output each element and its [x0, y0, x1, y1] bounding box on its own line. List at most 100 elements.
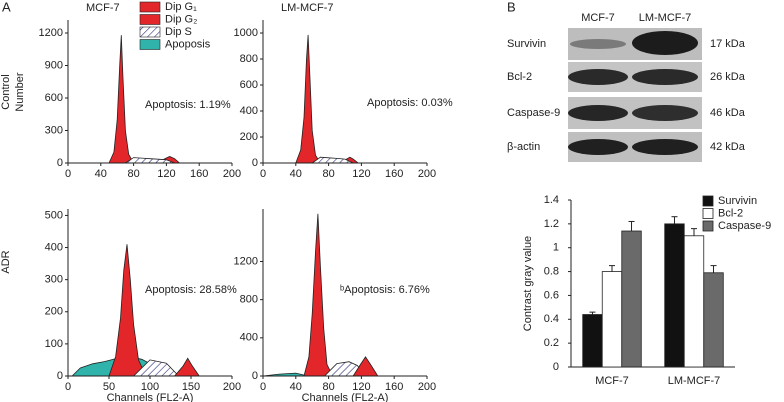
y-tick-label: 1000: [234, 27, 258, 39]
bar: [621, 230, 642, 368]
y-tick-label: 0.8: [544, 265, 559, 277]
y-tick-label: 200: [240, 131, 258, 143]
panel-label: A: [2, 0, 11, 14]
x-tick-label: 100: [141, 381, 159, 393]
blot-band: [632, 31, 698, 55]
x-tick-label: 0: [260, 381, 266, 393]
histogram-area: [124, 157, 175, 164]
histogram-area: [173, 357, 200, 377]
x-label: Channels (FL2-A): [107, 392, 194, 402]
blot-band: [568, 139, 628, 155]
y-tick-label: 300: [45, 124, 63, 136]
bar: [703, 272, 724, 368]
legend-swatch: [702, 195, 714, 207]
x-tick-label: 80: [127, 168, 139, 180]
blot-protein: Caspase-9: [507, 107, 560, 119]
y-label: Contrast gray value: [522, 236, 534, 331]
bar: [582, 314, 603, 368]
x-tick-label: 160: [190, 168, 208, 180]
blot-band: [632, 69, 698, 85]
x-tick-label: 150: [182, 381, 200, 393]
bar: [664, 223, 685, 368]
histogram-area: [108, 244, 147, 377]
bar: [601, 271, 623, 368]
y-tick-label: 300: [45, 274, 63, 286]
legend-swatch: [139, 39, 161, 50]
y-tick-label: 400: [240, 332, 258, 344]
blot-band: [568, 105, 628, 121]
histogram-area: [295, 34, 322, 164]
blot-size: 46 kDa: [710, 107, 746, 119]
y-tick-label: 0.6: [544, 289, 559, 301]
x-tick-label: 120: [352, 168, 370, 180]
y-tick-label: 800: [240, 294, 258, 306]
annotation: ᵇApoptosis: 6.76%: [340, 284, 430, 296]
x-tick-label: 0: [260, 168, 266, 180]
row-label: ADR: [0, 250, 12, 273]
y-tick-label: 0: [252, 370, 258, 382]
y-tick-label: 1.2: [544, 218, 559, 230]
x-tick-label: 40: [290, 168, 302, 180]
panel-title: LM-MCF-7: [281, 2, 334, 14]
x-tick-label: 200: [418, 168, 436, 180]
x-tick-label: 0: [65, 381, 71, 393]
annotation: Apoptosis: 0.03%: [367, 97, 453, 109]
blot-band: [632, 139, 698, 155]
bar: [683, 235, 705, 368]
legend-label: Survivin: [718, 195, 757, 207]
y-tick-label: 400: [45, 241, 63, 253]
x-tick-label: 50: [103, 381, 115, 393]
y-tick-label: 0: [252, 157, 258, 169]
blot-protein: Bcl-2: [507, 71, 532, 83]
blot-size: 26 kDa: [710, 71, 746, 83]
y-tick-label: 0: [553, 361, 559, 373]
panel-label: B: [507, 0, 516, 14]
histogram-area: [310, 156, 354, 164]
legend-label: Dip G₁: [165, 1, 197, 13]
legend-swatch: [702, 208, 714, 219]
legend-swatch: [139, 1, 161, 13]
x-tick-label: 200: [223, 168, 241, 180]
y-tick-label: 900: [45, 59, 63, 71]
blot-protein: β-actin: [507, 141, 540, 153]
blot-column: MCF-7: [581, 12, 615, 24]
blot-band: [632, 105, 698, 121]
panel-title: MCF-7: [86, 2, 120, 14]
y-tick-label: 0.4: [544, 313, 559, 325]
x-tick-label: LM-MCF-7: [668, 375, 721, 387]
x-tick-label: MCF-7: [595, 375, 629, 387]
x-tick-label: 160: [385, 168, 403, 180]
annotation: Apoptosis: 1.19%: [145, 99, 231, 111]
histogram-area: [303, 213, 334, 377]
x-label: Channels (FL2-A): [302, 392, 389, 402]
x-tick-label: 120: [352, 381, 370, 393]
y-tick-label: 1.4: [544, 194, 559, 206]
blot: MCF-7 LM-MCF-7 Survivin Bcl-2 Caspase-9 …: [507, 12, 746, 162]
y-tick-label: 500: [45, 209, 63, 221]
legend-swatch: [139, 26, 161, 38]
legend-label: Caspase-9: [718, 220, 771, 232]
x-tick-label: 200: [223, 381, 241, 393]
row-label: Control: [0, 74, 12, 109]
y-tick-label: 1200: [234, 255, 258, 267]
y-tick-label: 0: [57, 157, 63, 169]
x-tick-label: 80: [322, 381, 334, 393]
x-tick-label: 200: [418, 381, 436, 393]
histogram-area: [108, 35, 135, 164]
x-tick-label: 40: [290, 381, 302, 393]
legend-label: Bcl-2: [718, 207, 743, 219]
blot-band: [568, 69, 628, 85]
y-tick-label: 0.2: [544, 337, 559, 349]
blot-band: [570, 39, 626, 49]
y-tick-label: 600: [240, 79, 258, 91]
x-tick-label: 120: [157, 168, 175, 180]
legend-label: Apoposis: [165, 38, 211, 50]
x-tick-label: 80: [322, 168, 334, 180]
blot-protein: Survivin: [507, 38, 546, 50]
annotation: Apoptosis: 28.58%: [145, 284, 237, 296]
blot-size: 42 kDa: [710, 141, 746, 153]
y-tick-label: 400: [240, 105, 258, 117]
y-tick-label: 100: [45, 338, 63, 350]
blot-column: LM-MCF-7: [639, 12, 692, 24]
legend-label: Dip G₂: [165, 13, 197, 25]
